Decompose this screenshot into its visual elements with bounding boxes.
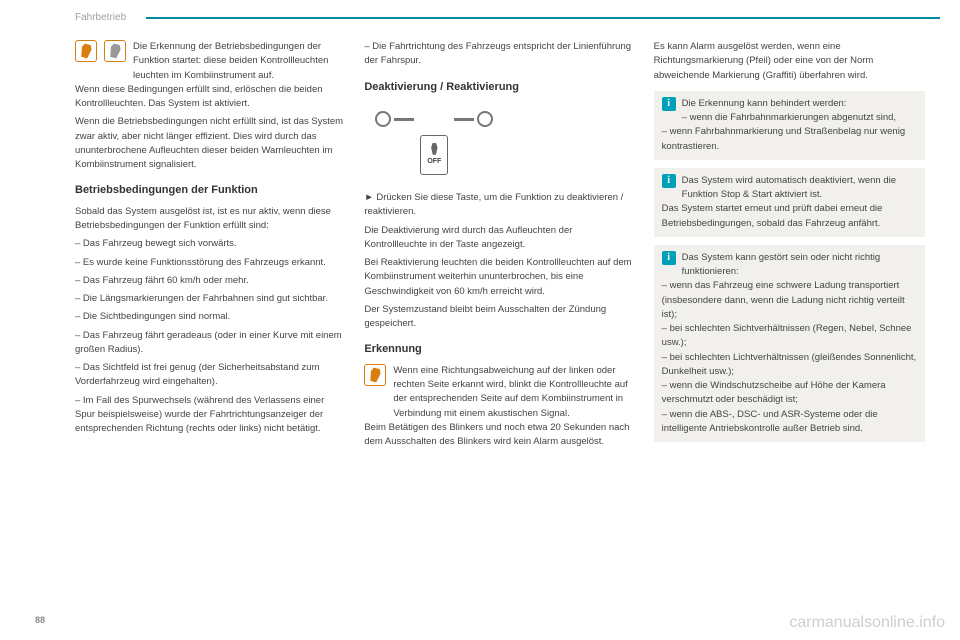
watermark: carmanualsonline.info: [789, 614, 945, 632]
info-box-2: i Das System wird automatisch deaktivier…: [654, 168, 925, 237]
steering-wheel-icon: [375, 111, 391, 127]
heading-detection: Erkennung: [364, 341, 635, 358]
info3-b2: – bei schlechten Sichtverhältnissen (Reg…: [662, 322, 917, 351]
info3-line1: Das System kann gestört sein oder nicht …: [682, 251, 917, 280]
off-button-diagram: OFF: [420, 135, 448, 175]
col2-para5: Beim Betätigen des Blinkers und noch etw…: [364, 421, 635, 450]
info-icon: i: [662, 251, 676, 265]
info-icon: i: [662, 97, 676, 111]
info3-b5: – wenn die ABS-, DSC- und ASR-Systeme od…: [662, 408, 917, 437]
info3-b1: – wenn das Fahrzeug eine schwere Ladung …: [662, 279, 917, 322]
column-3: Es kann Alarm ausgelöst werden, wenn ein…: [654, 40, 925, 600]
off-label: OFF: [427, 157, 441, 168]
page-header: Fahrbetrieb: [75, 12, 940, 23]
car-lane-icon: [430, 143, 438, 155]
col1-bullet7: – Das Sichtfeld ist frei genug (der Sich…: [75, 361, 346, 390]
col1-bullet2: – Es wurde keine Funktionsstörung des Fa…: [75, 256, 346, 270]
steering-bar-icon: [454, 118, 474, 121]
col1-bullet8: – Im Fall des Spurwechsels (während des …: [75, 394, 346, 437]
warning-icons-row: Die Erkennung der Betriebsbedingungen de…: [75, 40, 346, 83]
heading-operating-conditions: Betriebsbedingungen der Funktion: [75, 182, 346, 199]
info-box-1: i Die Erkennung kann behindert werden: –…: [654, 91, 925, 160]
col1-bullet4: – Die Längsmarkierungen der Fahrbahnen s…: [75, 292, 346, 306]
steering-right-group: [454, 111, 493, 127]
info1-b2: – wenn Fahrbahnmarkierung und Straßenbel…: [662, 125, 917, 154]
steering-left-group: [375, 111, 414, 127]
deactivation-diagram: OFF: [364, 103, 504, 183]
steering-wheel-icon: [477, 111, 493, 127]
info-icon: i: [662, 174, 676, 188]
info1-b1: – wenn die Fahrbahnmarkierungen abgenutz…: [682, 112, 896, 123]
col1-bullet1: – Das Fahrzeug bewegt sich vorwärts.: [75, 237, 346, 251]
info1-line1: Die Erkennung kann behindert werden:: [682, 98, 847, 109]
column-2: – Die Fahrtrichtung des Fahrzeugs entspr…: [364, 40, 635, 600]
col2-bullet1: – Die Fahrtrichtung des Fahrzeugs entspr…: [364, 40, 635, 69]
info3-b4: – wenn die Windschutzscheibe auf Höhe de…: [662, 379, 917, 408]
info-box-3: i Das System kann gestört sein oder nich…: [654, 245, 925, 442]
intro-text: Die Erkennung der Betriebsbedingungen de…: [133, 40, 346, 83]
steering-bar-icon: [394, 118, 414, 121]
page-number: 88: [35, 615, 45, 625]
col2-para3: Bei Reaktivierung leuchten die beiden Ko…: [364, 256, 635, 299]
steering-row: [375, 111, 493, 127]
heading-deactivation: Deaktivierung / Reaktivierung: [364, 79, 635, 96]
content-area: Die Erkennung der Betriebsbedingungen de…: [75, 40, 925, 600]
col1-bullet6: – Das Fahrzeug fährt geradeaus (oder in …: [75, 329, 346, 358]
header-line: [146, 17, 940, 19]
col1-bullet5: – Die Sichtbedingungen sind normal.: [75, 310, 346, 324]
detection-icon-row: Wenn eine Richtungsabweichung auf der li…: [364, 364, 635, 421]
info3-b3: – bei schlechten Lichtverhältnissen (gle…: [662, 351, 917, 380]
col3-para1: Es kann Alarm ausgelöst werden, wenn ein…: [654, 40, 925, 83]
lane-warning-icon-gray: [104, 40, 126, 62]
col1-bullet3: – Das Fahrzeug fährt 60 km/h oder mehr.: [75, 274, 346, 288]
erkennung-text: Wenn eine Richtungsabweichung auf der li…: [393, 364, 635, 421]
col1-para3: Wenn die Betriebsbedingungen nicht erfül…: [75, 115, 346, 172]
col2-para2: Die Deaktivierung wird durch das Aufleuc…: [364, 224, 635, 253]
col2-para4: Der Systemzustand bleibt beim Ausschalte…: [364, 303, 635, 332]
header-title: Fahrbetrieb: [75, 12, 126, 23]
column-1: Die Erkennung der Betriebsbedingungen de…: [75, 40, 346, 600]
info2-line2: Das System startet erneut und prüft dabe…: [662, 202, 917, 231]
lane-warning-icon-orange: [75, 40, 97, 62]
col1-para4: Sobald das System ausgelöst ist, ist es …: [75, 205, 346, 234]
col2-para1: ► Drücken Sie diese Taste, um die Funkti…: [364, 191, 635, 220]
info2-line1: Das System wird automatisch deaktiviert,…: [682, 174, 917, 203]
lane-warning-icon-orange: [364, 364, 386, 386]
col1-para2: Wenn diese Bedingungen erfüllt sind, erl…: [75, 83, 346, 112]
